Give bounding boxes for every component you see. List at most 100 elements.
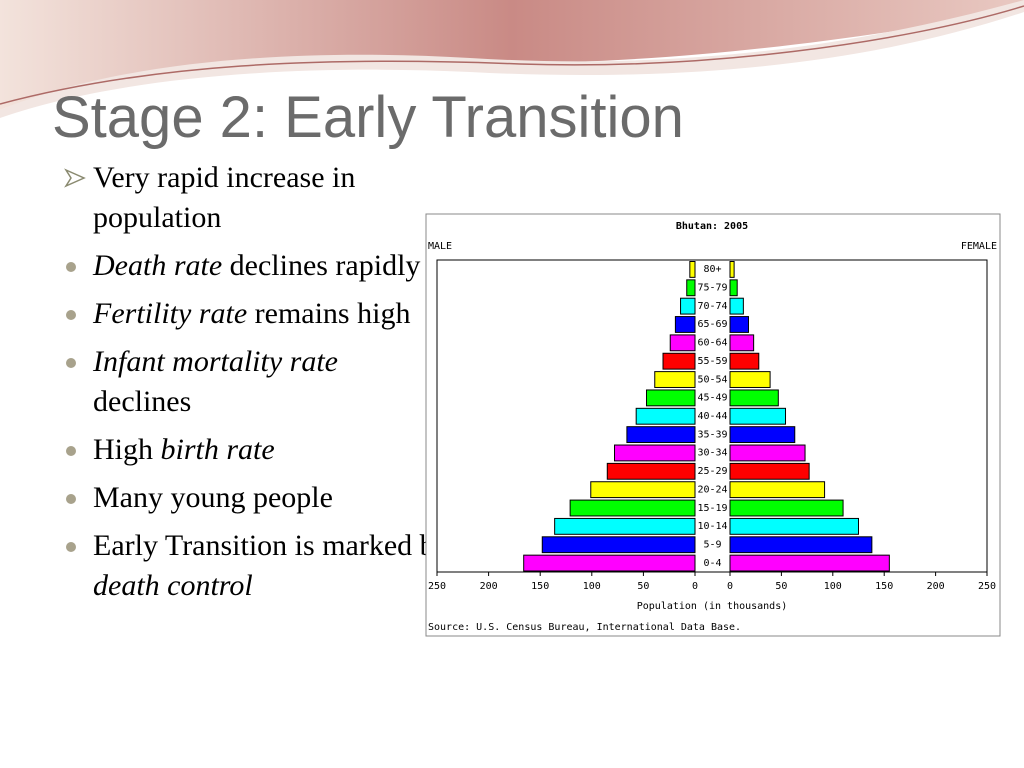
age-label: 45-49: [697, 393, 727, 404]
bar: [680, 297, 696, 315]
age-label: 65-69: [697, 319, 727, 330]
bullet-text: High: [93, 433, 161, 466]
bullet-text: Early Transition is marked by: [93, 529, 450, 562]
age-label: 50-54: [697, 374, 727, 385]
swoosh-line: [0, 5, 1024, 105]
bar: [614, 444, 696, 462]
bullet: Many young people: [62, 478, 433, 518]
dot-marker: [66, 542, 76, 552]
bar: [645, 389, 696, 407]
dot-marker: [66, 494, 76, 504]
bullet-marker: [66, 446, 76, 456]
bar: [729, 279, 738, 297]
bullet-marker: [64, 168, 86, 188]
age-label: 75-79: [697, 283, 727, 294]
bar: [729, 462, 810, 480]
x-tick-label: 200: [927, 581, 945, 592]
chart-title: Bhutan: 2005: [676, 221, 748, 232]
age-label: 70-74: [697, 301, 727, 312]
age-label: 30-34: [697, 448, 727, 459]
age-label: 40-44: [697, 411, 727, 422]
bar: [662, 352, 696, 370]
bullet: Death rate declines rapidly: [62, 246, 433, 286]
age-label: 55-59: [697, 356, 727, 367]
x-tick-label: 100: [583, 581, 601, 592]
bar: [729, 371, 771, 388]
bullet: Very rapid increase in population: [62, 158, 433, 238]
source-note: Source: U.S. Census Bureau, Internationa…: [428, 622, 741, 633]
x-axis-label: Population (in thousands): [637, 601, 788, 612]
bar: [729, 334, 755, 352]
bullet-list: Very rapid increase in population Death r…: [62, 158, 485, 614]
bar: [729, 389, 779, 407]
bar: [626, 426, 696, 444]
bullet-marker: [66, 262, 76, 272]
bar: [729, 536, 873, 554]
age-label: 10-14: [697, 521, 727, 532]
bullet-text: declines rapidly: [222, 249, 421, 282]
bar: [669, 334, 696, 352]
bar: [729, 499, 844, 517]
age-label: 80+: [703, 264, 721, 275]
bar: [541, 536, 696, 554]
age-label: 35-39: [697, 429, 727, 440]
x-tick-label: 50: [775, 581, 787, 592]
legend-male: MALE: [428, 241, 452, 252]
plot-box: [436, 259, 988, 573]
dot-marker: [66, 262, 76, 272]
bar: [686, 279, 696, 297]
dot-marker: [66, 446, 76, 456]
bar: [729, 426, 796, 444]
bullet-text: Fertility rate: [93, 297, 248, 330]
bar: [590, 481, 696, 499]
bullet-text: Infant mortality rate: [93, 345, 338, 378]
bullet: Fertility rate remains high: [62, 294, 433, 334]
bullet-text: Very rapid increase in population: [93, 161, 356, 234]
bar: [569, 499, 696, 517]
x-tick-label: 250: [428, 581, 446, 592]
bar: [654, 371, 696, 388]
bullet-marker: [66, 358, 76, 368]
bullet: High birth rate: [62, 430, 433, 470]
bullet-marker: [66, 310, 76, 320]
bar: [606, 462, 696, 480]
bar: [689, 261, 696, 278]
bullet-text: Many young people: [93, 481, 333, 514]
bar: [729, 407, 787, 425]
x-tick-label: 100: [824, 581, 842, 592]
bar: [674, 316, 696, 333]
age-label: 25-29: [697, 466, 727, 477]
bullet-marker: [66, 494, 76, 504]
swoosh: [0, 0, 1024, 110]
age-label: 5-9: [703, 539, 721, 550]
bar: [635, 407, 696, 425]
bullet-text: Death rate: [93, 249, 223, 282]
bar: [729, 352, 760, 370]
slide-title: Stage 2: Early Transition: [52, 85, 684, 150]
dot-marker: [66, 358, 76, 368]
age-label: 60-64: [697, 338, 727, 349]
bullet-text: death control: [93, 569, 253, 602]
bar: [729, 481, 826, 499]
dot-marker: [66, 310, 76, 320]
bar: [729, 517, 859, 535]
bar: [729, 444, 806, 462]
bar: [729, 316, 750, 333]
age-label: 15-19: [697, 503, 727, 514]
bullet-text: remains high: [247, 297, 411, 330]
x-tick-label: 150: [875, 581, 893, 592]
bar: [554, 517, 696, 535]
x-tick-label: 150: [531, 581, 549, 592]
label-column: [695, 260, 730, 572]
x-tick-label: 250: [978, 581, 996, 592]
age-label: 0-4: [703, 558, 721, 569]
bullet-text: birth rate: [160, 433, 275, 466]
bar: [523, 554, 696, 572]
bullet-marker: [66, 542, 76, 552]
bullet-text: declines: [93, 385, 192, 418]
bar: [729, 554, 890, 572]
bar: [729, 261, 735, 278]
